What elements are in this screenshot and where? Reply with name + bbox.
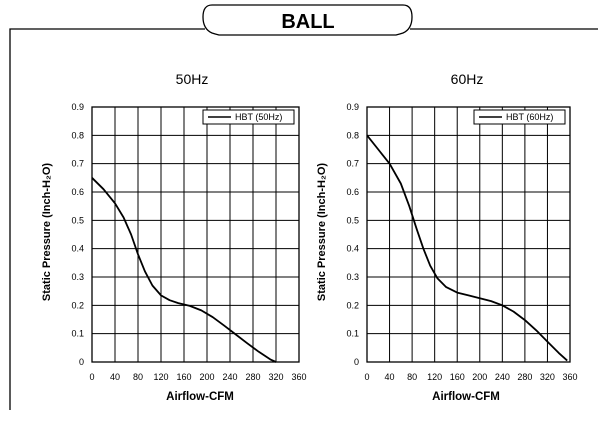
x-tick-label: 360 [291, 372, 306, 382]
y-tick-label: 0.5 [71, 215, 84, 225]
x-axis-label: Airflow-CFM [432, 391, 500, 403]
plot-area: 0 40 80 120 160 200 240 280 320 360 0 0.1 0.2 0.3 0.4 0… [71, 102, 306, 382]
legend-box [202, 109, 295, 125]
x-tick-label: 320 [540, 372, 555, 382]
x-tick-label: 120 [427, 372, 442, 382]
legend: HBT (50Hz) [202, 109, 295, 125]
x-tick-label: 0 [364, 372, 369, 382]
x-tick-label: 40 [110, 372, 120, 382]
y-tick-label: 0.8 [346, 130, 359, 140]
chart-60hz: 60Hz Static Pressure (Inch-H₂O) Airflow-… [316, 71, 578, 403]
y-axis-label: Static Pressure (Inch-H₂O) [41, 163, 53, 301]
y-tick-label: 0.6 [346, 187, 359, 197]
x-tick-label: 80 [133, 372, 143, 382]
y-tick-label: 0.7 [71, 159, 84, 169]
y-tick-label: 0.7 [346, 159, 359, 169]
y-tick-label: 0.4 [346, 244, 359, 254]
x-tick-label: 160 [176, 372, 191, 382]
y-tick-label: 0.3 [71, 272, 84, 282]
y-tick-label: 0.8 [71, 130, 84, 140]
x-tick-label: 40 [385, 372, 395, 382]
y-tick-label: 0 [79, 357, 84, 367]
series-line [366, 134, 568, 362]
y-tick-label: 0.9 [346, 102, 359, 112]
y-tick-label: 0.5 [346, 215, 359, 225]
x-tick-label: 200 [199, 372, 214, 382]
legend-box [473, 109, 566, 125]
banner-title: BALL [281, 11, 334, 33]
plot-border [91, 106, 300, 363]
legend: HBT (60Hz) [473, 109, 566, 125]
y-axis-label: Static Pressure (Inch-H₂O) [316, 163, 328, 301]
x-tick-label: 240 [222, 372, 237, 382]
x-tick-label: 360 [562, 372, 577, 382]
plot-area: 0 40 80 120 160 200 240 280 320 360 0 0.1 0.2 0.3 0.4 0… [346, 102, 577, 382]
x-tick-label: 240 [495, 372, 510, 382]
y-tick-label: 0.3 [346, 272, 359, 282]
x-tick-label: 200 [472, 372, 487, 382]
y-tick-label: 0.2 [346, 300, 359, 310]
x-tick-label: 160 [450, 372, 465, 382]
y-tick-label: 0.1 [71, 329, 84, 339]
x-tick-label: 80 [407, 372, 417, 382]
x-tick-label: 0 [89, 372, 94, 382]
x-tick-label: 280 [245, 372, 260, 382]
y-tick-label: 0.2 [71, 300, 84, 310]
chart-title: 50Hz [176, 71, 209, 87]
series-line [91, 177, 277, 363]
plot-border [366, 106, 571, 363]
chart-50hz: 50Hz Static Pressure (Inch-H₂O) Airflow-… [41, 71, 307, 403]
y-tick-label: 0.1 [346, 329, 359, 339]
legend-label: HBT (60Hz) [506, 112, 553, 122]
x-tick-label: 120 [153, 372, 168, 382]
x-axis-label: Airflow-CFM [166, 391, 234, 403]
frame-border [9, 28, 598, 410]
y-tick-label: 0.6 [71, 187, 84, 197]
x-tick-label: 280 [517, 372, 532, 382]
y-tick-label: 0.9 [71, 102, 84, 112]
chart-title: 60Hz [451, 71, 484, 87]
x-tick-label: 320 [268, 372, 283, 382]
legend-label: HBT (50Hz) [235, 112, 282, 122]
title-banner [202, 4, 413, 36]
y-tick-label: 0 [354, 357, 359, 367]
y-tick-label: 0.4 [71, 244, 84, 254]
